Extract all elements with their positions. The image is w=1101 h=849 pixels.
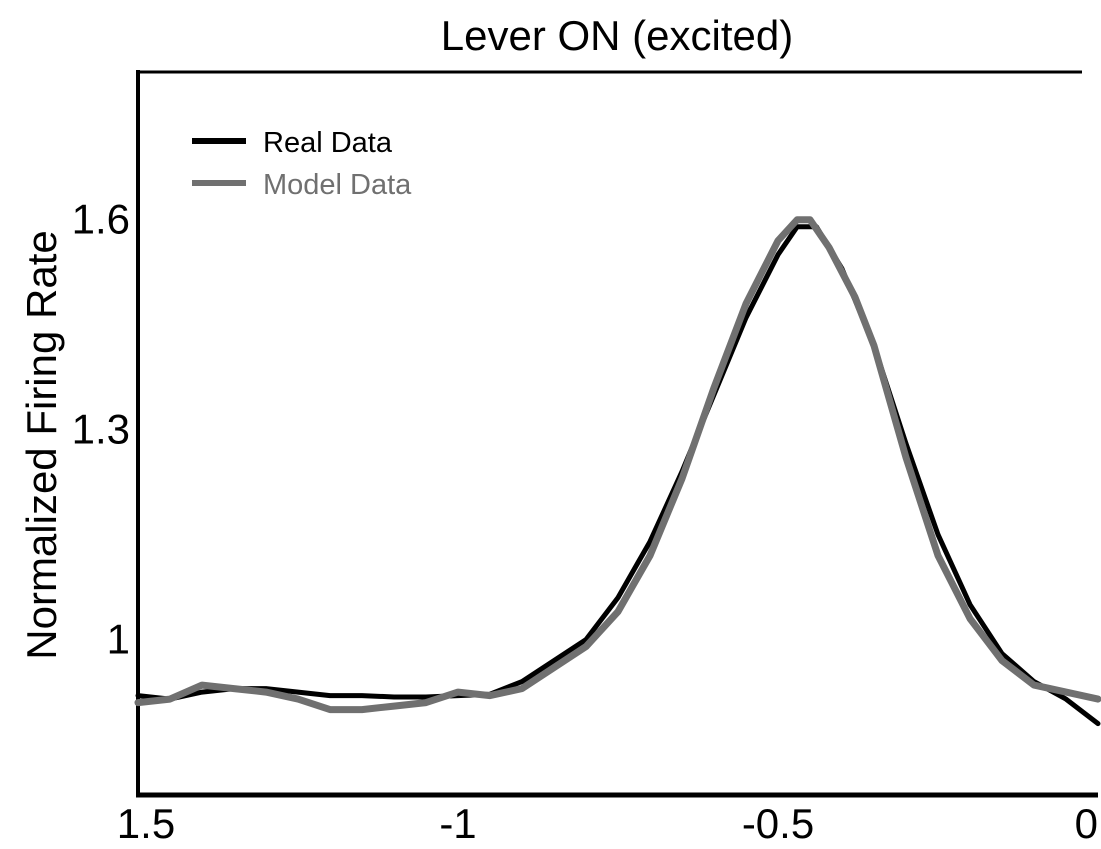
y-axis-label: Normalized Firing Rate [18,230,65,659]
series-line-model-data [134,216,1101,714]
x-tick-label: -0.5 [742,800,814,844]
y-tick-labels: 1.6 1.3 1 [72,196,130,663]
series-lines [134,216,1101,727]
y-tick-label: 1.3 [72,406,130,453]
y-tick-label: 1 [107,616,130,663]
x-tick-label: 0 [1075,800,1098,844]
legend-label: Real Data [263,127,393,159]
series-line-real-data [135,224,1101,727]
x-tick-label: -1 [439,800,476,844]
y-tick-label: 1.6 [72,196,130,243]
chart-title: Lever ON (excited) [441,12,793,59]
x-tick-label: 1.5 [117,800,175,844]
plot-frame [136,70,1098,798]
legend-label: Model Data [263,169,412,201]
legend: Real Data Model Data [192,127,412,201]
x-tick-labels: 1.5 -1 -0.5 0 [117,800,1098,847]
